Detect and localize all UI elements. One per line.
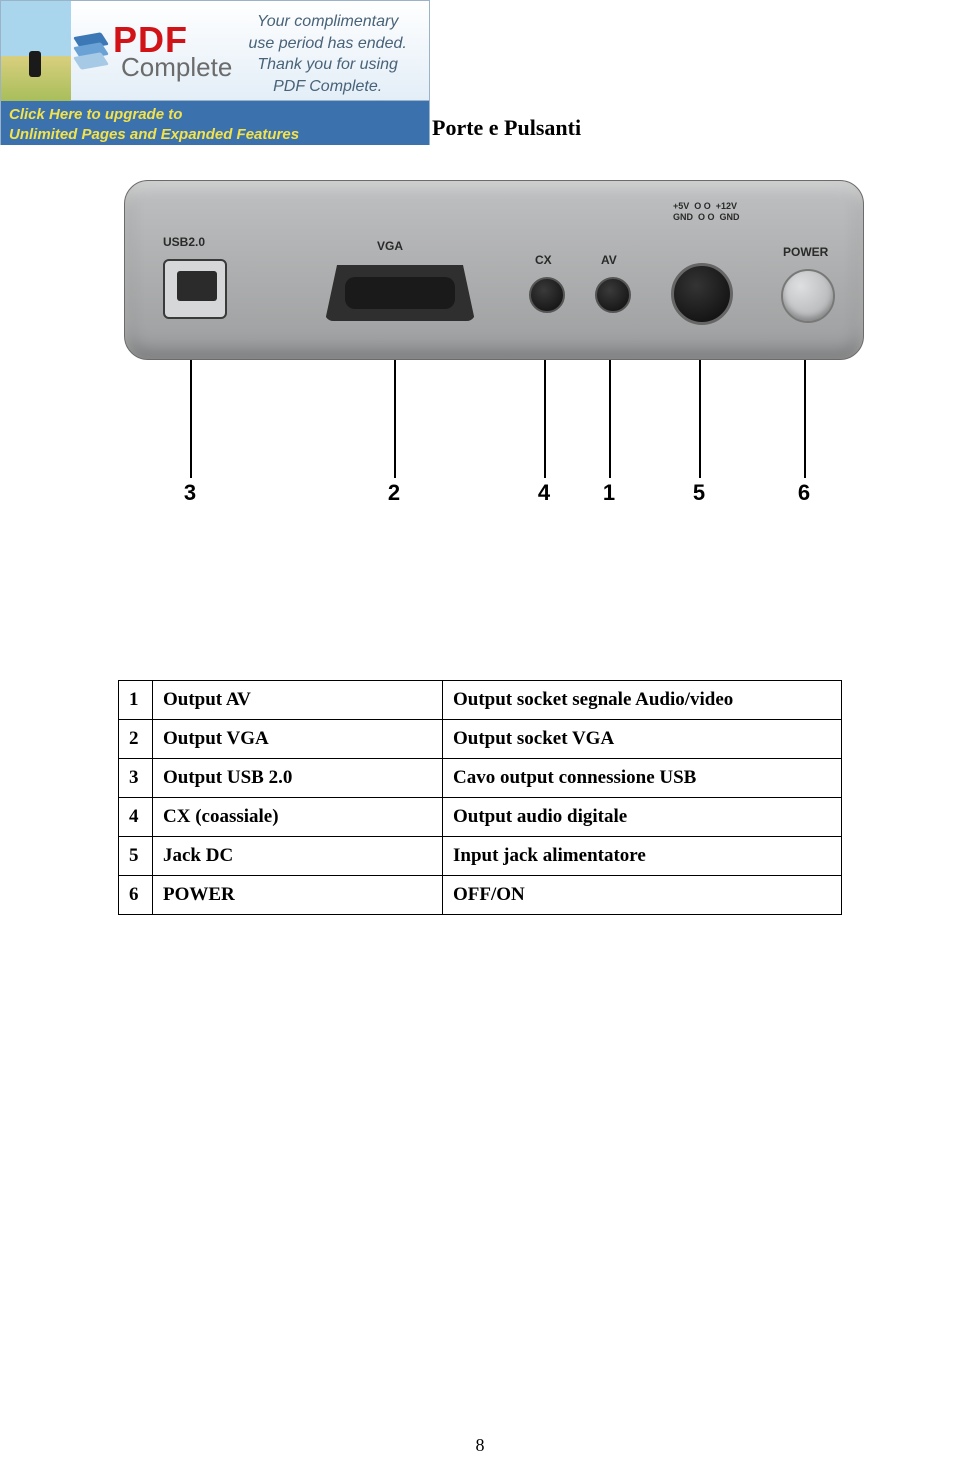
banner-bottom-l1: Click Here to upgrade to [9,105,421,125]
cell-name: CX (coassiale) [153,798,443,837]
fignum-4: 4 [532,480,556,506]
table-row: 3 Output USB 2.0 Cavo output connessione… [119,759,842,798]
av-jack-icon [595,277,631,313]
label-pins: +5V O O +12V GND O O GND [673,201,740,223]
fignum-1: 1 [597,480,621,506]
cell-num: 3 [119,759,153,798]
cx-jack-icon [529,277,565,313]
table-row: 1 Output AV Output socket segnale Audio/… [119,681,842,720]
table-row: 2 Output VGA Output socket VGA [119,720,842,759]
cell-desc: Input jack alimentatore [443,837,842,876]
banner-photo [1,1,71,101]
label-power: POWER [783,245,828,259]
cell-num: 1 [119,681,153,720]
leader-5 [699,360,701,478]
banner-msg-l4: PDF Complete. [232,76,423,98]
cell-name: Output VGA [153,720,443,759]
table-row: 4 CX (coassiale) Output audio digitale [119,798,842,837]
banner-top: PDF Complete Your complimentary use peri… [1,1,429,101]
label-usb: USB2.0 [163,235,205,249]
fignum-3: 3 [178,480,202,506]
leader-6 [804,360,806,478]
cell-desc: OFF/ON [443,876,842,915]
page-number: 8 [0,1435,960,1456]
banner-message: Your complimentary use period has ended.… [232,1,429,100]
cell-desc: Output audio digitale [443,798,842,837]
leader-4 [544,360,546,478]
banner-msg-l2: use period has ended. [232,33,423,55]
banner-msg-l1: Your complimentary [232,11,423,33]
power-button-icon [781,269,835,323]
label-vga: VGA [377,239,403,253]
cell-num: 5 [119,837,153,876]
logo-block: PDF Complete [71,1,232,100]
cell-num: 6 [119,876,153,915]
leader-2 [394,360,396,478]
table-row: 6 POWER OFF/ON [119,876,842,915]
figure-callouts: 3 2 4 1 5 6 [124,360,864,520]
cell-desc: Cavo output connessione USB [443,759,842,798]
pdfcomplete-banner: PDF Complete Your complimentary use peri… [0,0,430,145]
logo-stack-icon [75,30,111,72]
logo-complete-text: Complete [121,54,232,80]
page-title: Porte e Pulsanti [432,115,581,141]
cell-name: Jack DC [153,837,443,876]
banner-upgrade-link[interactable]: Click Here to upgrade to Unlimited Pages… [1,101,429,145]
device-figure: USB2.0 VGA CX AV +5V O O +12V GND O O GN… [124,180,864,520]
cell-desc: Output socket segnale Audio/video [443,681,842,720]
label-av: AV [601,253,617,267]
fignum-2: 2 [382,480,406,506]
label-cx: CX [535,253,552,267]
device-panel: USB2.0 VGA CX AV +5V O O +12V GND O O GN… [124,180,864,360]
cell-desc: Output socket VGA [443,720,842,759]
usb-port-icon [163,259,227,319]
vga-port-icon [325,265,475,321]
cell-name: Output AV [153,681,443,720]
fignum-5: 5 [687,480,711,506]
table-row: 5 Jack DC Input jack alimentatore [119,837,842,876]
cell-num: 4 [119,798,153,837]
fignum-6: 6 [792,480,816,506]
dc-din-icon [671,263,733,325]
banner-msg-l3: Thank you for using [232,54,423,76]
ports-table: 1 Output AV Output socket segnale Audio/… [118,680,842,915]
leader-1 [609,360,611,478]
cell-name: POWER [153,876,443,915]
leader-3 [190,360,192,478]
banner-bottom-l2: Unlimited Pages and Expanded Features [9,125,421,145]
cell-name: Output USB 2.0 [153,759,443,798]
cell-num: 2 [119,720,153,759]
